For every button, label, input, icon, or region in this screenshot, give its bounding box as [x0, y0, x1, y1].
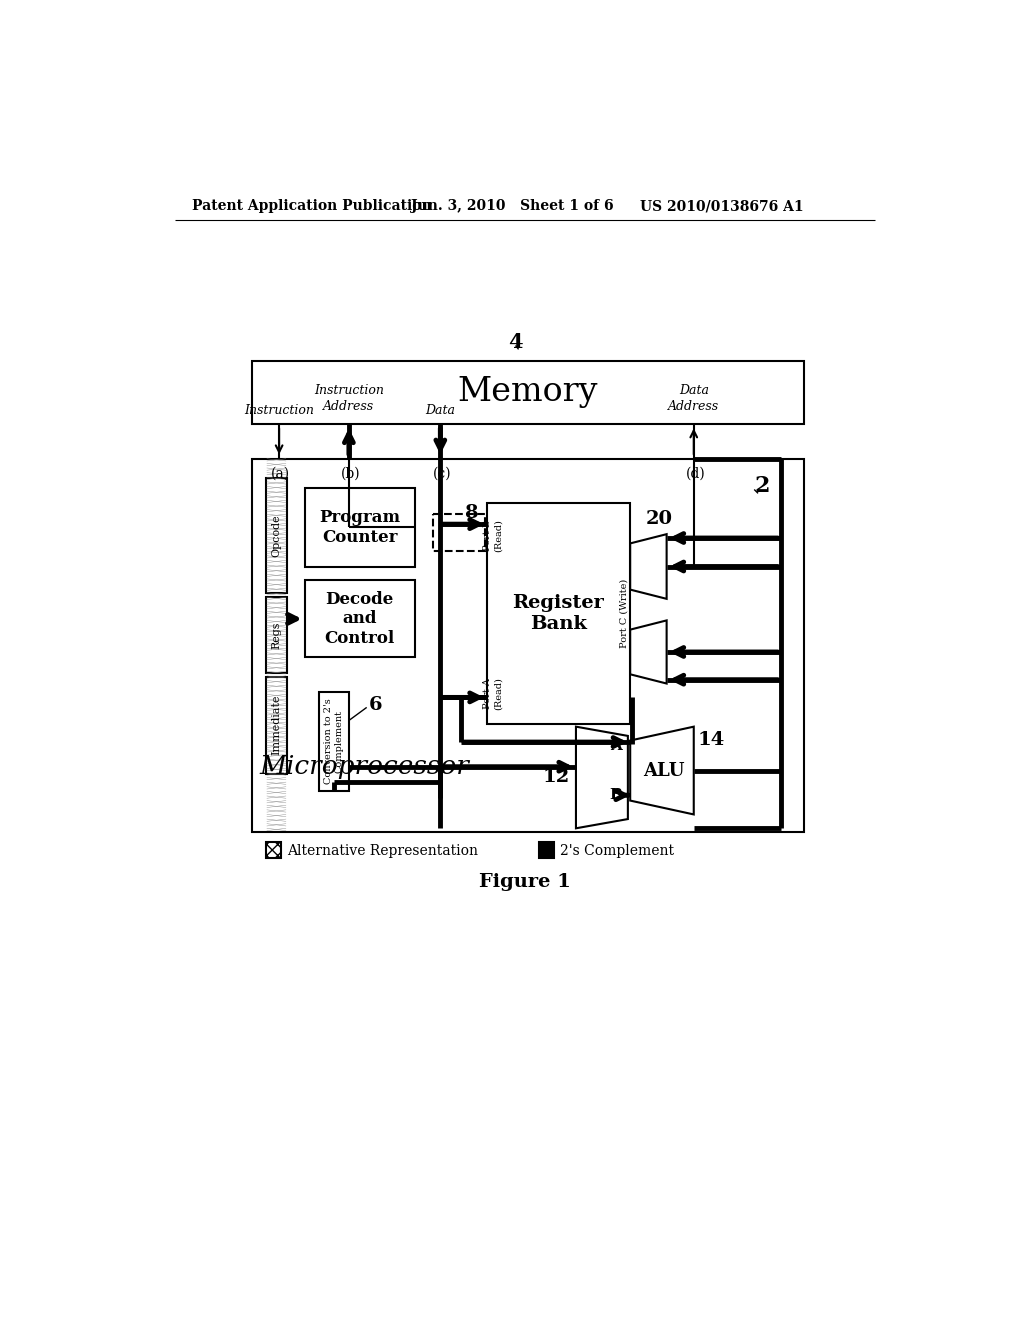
Text: Port C (Write): Port C (Write)	[620, 579, 629, 648]
Bar	[319, 692, 349, 791]
Text: B: B	[609, 788, 623, 803]
Bar	[266, 597, 287, 673]
Text: Regs: Regs	[271, 622, 281, 648]
Text: ALU: ALU	[643, 762, 685, 780]
Polygon shape	[630, 535, 667, 599]
Bar	[266, 478, 287, 594]
Text: Register
Bank: Register Bank	[512, 594, 604, 632]
Text: Microprocessor: Microprocessor	[259, 754, 469, 779]
Text: Immediate: Immediate	[271, 694, 281, 755]
Text: Patent Application Publication: Patent Application Publication	[191, 199, 431, 213]
Bar	[266, 459, 287, 832]
Bar	[266, 842, 282, 858]
Bar	[305, 488, 415, 566]
Text: Data: Data	[425, 404, 456, 417]
Text: 8: 8	[465, 504, 478, 521]
Bar	[252, 360, 804, 424]
Polygon shape	[630, 620, 667, 684]
Text: (d): (d)	[686, 466, 706, 480]
Text: (c): (c)	[432, 466, 452, 480]
Bar	[432, 515, 484, 552]
Text: (b): (b)	[341, 466, 360, 480]
Polygon shape	[630, 726, 693, 814]
Bar	[486, 503, 630, 725]
Text: 2: 2	[755, 475, 770, 496]
Bar	[539, 842, 554, 858]
Text: Port B
(Read): Port B (Read)	[483, 519, 503, 552]
Text: Figure 1: Figure 1	[479, 874, 570, 891]
Bar	[252, 459, 804, 832]
Text: Memory: Memory	[458, 376, 598, 408]
Text: Alternative Representation: Alternative Representation	[287, 845, 478, 858]
Polygon shape	[575, 726, 628, 829]
Text: 4: 4	[508, 331, 523, 351]
Text: 12: 12	[543, 768, 569, 787]
Text: 2's Complement: 2's Complement	[560, 845, 674, 858]
Text: US 2010/0138676 A1: US 2010/0138676 A1	[640, 199, 803, 213]
Text: Conversion to 2's
Complement: Conversion to 2's Complement	[325, 698, 344, 784]
Bar	[263, 459, 267, 832]
Text: A: A	[610, 739, 623, 752]
Text: 20: 20	[646, 510, 673, 528]
Text: Port A
(Read): Port A (Read)	[483, 677, 503, 710]
Text: Program
Counter: Program Counter	[319, 510, 400, 545]
Text: 6: 6	[369, 696, 382, 714]
Text: Jun. 3, 2010   Sheet 1 of 6: Jun. 3, 2010 Sheet 1 of 6	[411, 199, 613, 213]
Text: Data
Address: Data Address	[669, 384, 719, 412]
Text: Decode
and
Control: Decode and Control	[325, 591, 395, 647]
Text: Opcode: Opcode	[271, 515, 281, 557]
Bar	[266, 677, 287, 775]
Text: 14: 14	[697, 730, 725, 748]
Text: Instruction
Address: Instruction Address	[314, 384, 384, 412]
Text: (a): (a)	[271, 466, 291, 480]
Bar	[305, 581, 415, 657]
Text: Instruction: Instruction	[244, 404, 314, 417]
